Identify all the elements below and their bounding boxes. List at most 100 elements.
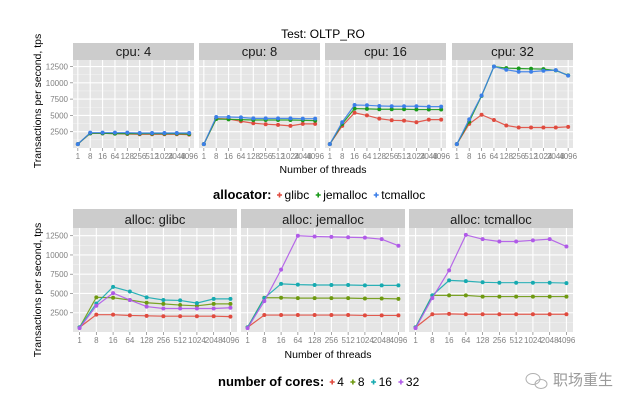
x-tick-label: 1: [328, 152, 333, 161]
data-point-glibc: [553, 125, 558, 130]
data-point-16: [447, 278, 452, 283]
x-tick-label: 16: [277, 336, 286, 345]
data-point-4: [564, 312, 569, 317]
data-point-4: [279, 313, 284, 318]
data-point-4: [463, 312, 468, 317]
data-point-32: [530, 238, 535, 243]
legend-key-marker: [398, 379, 404, 385]
legend-label: tcmalloc: [381, 188, 425, 202]
data-point-32: [413, 326, 418, 331]
x-tick-label: 2048: [373, 336, 391, 345]
x-tick-label: 1024: [282, 152, 300, 161]
x-tick-label: 1024: [188, 336, 206, 345]
facet-strip: [452, 43, 573, 60]
x-tick-label: 4096: [390, 336, 408, 345]
facet-strip-label: cpu: 8: [242, 44, 277, 59]
data-point-4: [178, 314, 183, 319]
series-line-glibc: [456, 114, 569, 145]
data-point-4: [94, 312, 99, 317]
x-tick-label: 16: [350, 152, 359, 161]
data-point-16: [161, 298, 166, 303]
x-tick-label: 8: [262, 336, 267, 345]
facet-strip-label: alloc: jemalloc: [282, 212, 364, 227]
data-point-tcmalloc: [364, 103, 369, 108]
data-point-tcmalloc: [201, 142, 206, 147]
data-point-4: [346, 313, 351, 318]
data-point-jemalloc: [529, 66, 534, 71]
x-tick-label: 8: [214, 152, 219, 161]
data-point-16: [295, 282, 300, 287]
legend-key-marker: [329, 379, 335, 385]
x-tick-label: 128: [121, 152, 135, 161]
data-point-jemalloc: [377, 107, 382, 112]
data-point-32: [211, 306, 216, 311]
x-tick-label: 2048: [547, 152, 565, 161]
x-tick-label: 2048: [205, 336, 223, 345]
x-tick-label: 1: [77, 336, 82, 345]
data-point-32: [547, 237, 552, 242]
x-tick-label: 512: [173, 336, 187, 345]
y-tick-label: 2500: [50, 309, 68, 318]
data-point-glibc: [313, 121, 318, 126]
data-point-8: [161, 301, 166, 306]
data-point-jemalloc: [439, 107, 444, 112]
data-point-8: [94, 295, 99, 300]
data-point-32: [77, 326, 82, 331]
x-tick-label: 8: [340, 152, 345, 161]
data-point-32: [514, 239, 519, 244]
legend-item: jemalloc: [315, 188, 367, 202]
x-tick-label: 1: [413, 336, 418, 345]
x-tick-label: 256: [512, 152, 526, 161]
series-line-jemalloc: [203, 118, 316, 145]
series-line-16: [415, 279, 567, 328]
data-point-tcmalloc: [75, 142, 80, 147]
facet-strip-label: cpu: 4: [116, 44, 151, 59]
series-line-jemalloc: [77, 132, 190, 145]
x-tick-label: 4096: [558, 336, 576, 345]
data-point-4: [111, 312, 116, 317]
data-point-4: [547, 312, 552, 317]
data-point-8: [228, 301, 233, 306]
data-point-4: [329, 313, 334, 318]
series-line-tcmalloc: [77, 132, 190, 145]
legend-label: 4: [337, 375, 344, 389]
data-point-glibc: [389, 118, 394, 123]
data-point-4: [194, 314, 199, 319]
legend-key-marker: [371, 379, 377, 385]
series-line-16: [247, 283, 399, 328]
data-point-tcmalloc: [467, 117, 472, 122]
legend-item: 32: [398, 375, 420, 389]
data-point-8: [564, 294, 569, 299]
legend-title: number of cores:: [218, 374, 324, 389]
series-line-4: [415, 313, 567, 328]
x-tick-label: 128: [476, 336, 490, 345]
data-point-16: [279, 281, 284, 286]
facet-panel: alloc: tcmalloc 1 8 16 64 128 256 512 1024204840…: [409, 209, 576, 345]
plot-background: [452, 60, 573, 148]
plot-background: [199, 60, 320, 148]
series-line-8: [79, 296, 231, 328]
data-point-8: [329, 296, 334, 301]
data-point-glibc: [288, 123, 293, 128]
y-tick-label: 5000: [50, 289, 68, 298]
legend-item: 8: [350, 375, 365, 389]
data-point-tcmalloc: [300, 116, 305, 121]
data-point-8: [211, 301, 216, 306]
data-point-tcmalloc: [491, 64, 496, 69]
cores-legend: number of cores: 4 8 16 32: [218, 374, 420, 389]
x-tick-label: 4096: [559, 152, 577, 161]
data-point-32: [194, 306, 199, 311]
data-point-4: [480, 312, 485, 317]
data-point-tcmalloc: [288, 116, 293, 121]
data-point-tcmalloc: [566, 73, 571, 78]
data-point-16: [228, 296, 233, 301]
data-point-tcmalloc: [352, 102, 357, 107]
x-tick-label: 128: [140, 336, 154, 345]
data-point-glibc: [566, 124, 571, 129]
series-line-32: [79, 292, 231, 329]
data-point-16: [497, 280, 502, 285]
data-point-4: [379, 313, 384, 318]
data-point-4: [362, 313, 367, 318]
